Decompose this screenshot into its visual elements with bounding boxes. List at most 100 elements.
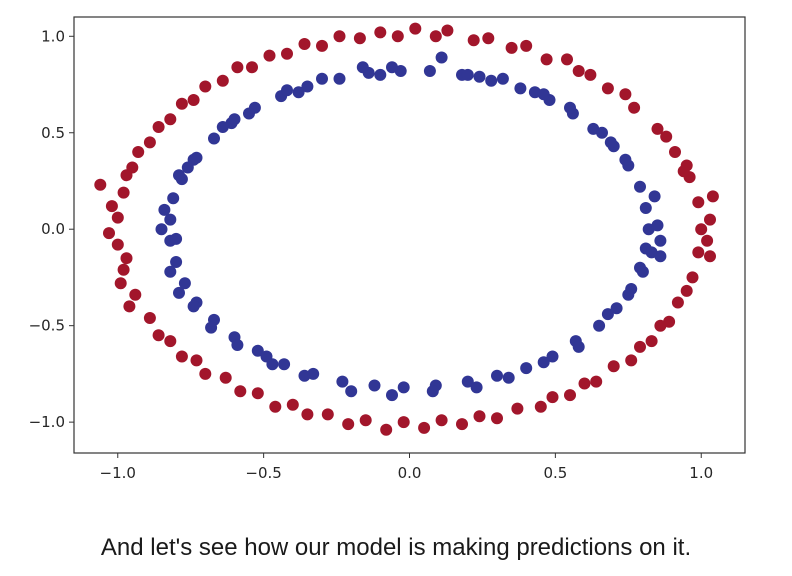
scatter-point-series1-84 bbox=[654, 250, 667, 263]
scatter-point-series0-29 bbox=[190, 354, 203, 367]
y-tick-label: 0.0 bbox=[41, 220, 65, 238]
scatter-point-series1-93 bbox=[187, 300, 200, 313]
y-tick-label: 0.5 bbox=[41, 124, 65, 142]
scatter-point-series0-17 bbox=[216, 74, 229, 87]
scatter-point-series1-76 bbox=[173, 286, 185, 299]
scatter-point-series0-74 bbox=[175, 350, 188, 363]
scatter-point-series0-40 bbox=[578, 377, 591, 390]
scatter-point-series1-25 bbox=[170, 256, 183, 268]
scatter-point-series0-23 bbox=[111, 211, 124, 224]
scatter-point-series0-93 bbox=[564, 389, 576, 402]
scatter-point-series0-72 bbox=[105, 200, 118, 213]
scatter-point-series0-67 bbox=[561, 53, 573, 66]
scatter-point-series1-67 bbox=[648, 190, 661, 203]
scatter-point-series0-83 bbox=[482, 32, 495, 45]
scatter-point-series1-80 bbox=[470, 381, 483, 394]
scatter-point-series1-15 bbox=[301, 80, 314, 93]
scatter-point-series0-33 bbox=[321, 408, 334, 421]
scatter-point-series1-51 bbox=[496, 72, 509, 85]
scatter-point-series0-0 bbox=[695, 223, 708, 236]
scatter-point-series0-4 bbox=[651, 122, 664, 135]
scatter-point-series0-8 bbox=[540, 53, 553, 66]
scatter-point-series0-25 bbox=[117, 263, 130, 276]
scatter-point-series0-63 bbox=[625, 354, 638, 367]
scatter-point-series1-14 bbox=[333, 72, 346, 85]
scatter-point-series0-1 bbox=[692, 196, 705, 209]
scatter-point-series0-13 bbox=[353, 32, 366, 45]
scatter-point-series1-35 bbox=[397, 381, 410, 394]
scatter-point-series1-9 bbox=[485, 74, 498, 87]
scatter-point-series0-66 bbox=[660, 130, 673, 143]
caption-text: And let's see how our model is making pr… bbox=[100, 534, 692, 561]
scatter-point-series0-52 bbox=[409, 22, 422, 35]
scatter-point-series0-12 bbox=[391, 30, 404, 43]
scatter-point-series1-61 bbox=[345, 385, 358, 398]
scatter-point-series1-85 bbox=[604, 136, 617, 149]
scatter-point-series0-48 bbox=[701, 234, 714, 247]
scatter-point-series1-53 bbox=[356, 61, 369, 74]
scatter-point-series1-86 bbox=[537, 88, 550, 101]
x-tick-label: 0.0 bbox=[398, 464, 422, 482]
scatter-point-series1-94 bbox=[260, 350, 273, 363]
scatter-point-series0-91 bbox=[342, 418, 355, 431]
x-tick-label: 0.5 bbox=[543, 464, 567, 482]
scatter-point-series0-85 bbox=[263, 49, 276, 62]
scatter-point-series1-63 bbox=[502, 371, 515, 384]
scatter-point-series0-57 bbox=[103, 227, 115, 240]
scatter-point-series1-83 bbox=[636, 265, 649, 278]
scatter-point-series0-54 bbox=[199, 80, 212, 93]
scatter-point-series0-41 bbox=[607, 360, 620, 373]
scatter-point-series0-51 bbox=[520, 39, 533, 52]
scatter-point-series1-72 bbox=[316, 72, 328, 85]
scatter-point-series1-33 bbox=[336, 375, 349, 388]
x-tick-label: 1.0 bbox=[689, 464, 713, 482]
scatter-point-series0-59 bbox=[199, 367, 212, 380]
scatter-point-series1-57 bbox=[155, 223, 168, 236]
scatter-point-series1-39 bbox=[520, 362, 533, 375]
scatter-point-series0-92 bbox=[456, 418, 468, 431]
scatter-point-series1-43 bbox=[610, 302, 623, 315]
scatter-point-series0-47 bbox=[704, 213, 716, 226]
scatter-point-series0-60 bbox=[301, 408, 314, 421]
scatter-point-series0-9 bbox=[505, 41, 518, 54]
scatter-point-series0-61 bbox=[418, 421, 431, 434]
scatter-point-series0-20 bbox=[143, 136, 156, 149]
scatter-point-series1-78 bbox=[298, 369, 311, 382]
scatter-point-series1-26 bbox=[178, 277, 191, 290]
scatter-point-series1-50 bbox=[564, 101, 576, 114]
scatter-point-series1-62 bbox=[426, 385, 439, 398]
y-tick-label: −1.0 bbox=[29, 413, 65, 431]
scatter-point-series0-68 bbox=[441, 24, 454, 37]
scatter-point-series0-73 bbox=[114, 277, 127, 290]
scatter-point-series1-92 bbox=[170, 232, 183, 245]
scatter-point-series0-64 bbox=[680, 284, 693, 297]
scatter-point-series1-2 bbox=[634, 180, 646, 193]
scatter-point-series1-75 bbox=[158, 203, 171, 216]
scatter-point-series0-19 bbox=[164, 113, 177, 126]
scatter-point-series0-30 bbox=[219, 371, 232, 384]
scatter-point-series1-23 bbox=[164, 213, 177, 226]
scatter-point-series0-88 bbox=[120, 252, 133, 265]
scatter-point-series1-8 bbox=[514, 82, 527, 95]
scatter-point-series0-50 bbox=[619, 88, 632, 101]
y-tick-label: −0.5 bbox=[29, 317, 65, 335]
scatter-point-series0-86 bbox=[175, 97, 188, 110]
scatter-point-series0-71 bbox=[152, 121, 165, 133]
scatter-point-series1-40 bbox=[546, 350, 559, 363]
scatter-point-series0-82 bbox=[584, 68, 597, 81]
scatter-point-series0-46 bbox=[692, 246, 705, 259]
scatter-point-series0-75 bbox=[269, 400, 282, 413]
scatter-point-series0-77 bbox=[491, 412, 503, 425]
scatter-point-series0-44 bbox=[671, 296, 684, 309]
scatter-point-series1-70 bbox=[461, 68, 474, 81]
scatter-point-series0-58 bbox=[123, 300, 136, 313]
scatter-point-series1-71 bbox=[386, 61, 398, 74]
scatter-point-series0-84 bbox=[374, 26, 387, 39]
scatter-point-series1-91 bbox=[181, 161, 194, 174]
scatter-point-series0-18 bbox=[187, 94, 200, 106]
y-tick-label: 1.0 bbox=[41, 27, 65, 45]
scatter-point-series0-26 bbox=[129, 288, 142, 301]
scatter-point-series0-36 bbox=[435, 414, 448, 427]
scatter-point-series0-69 bbox=[333, 30, 346, 43]
scatter-point-series1-11 bbox=[423, 65, 436, 77]
